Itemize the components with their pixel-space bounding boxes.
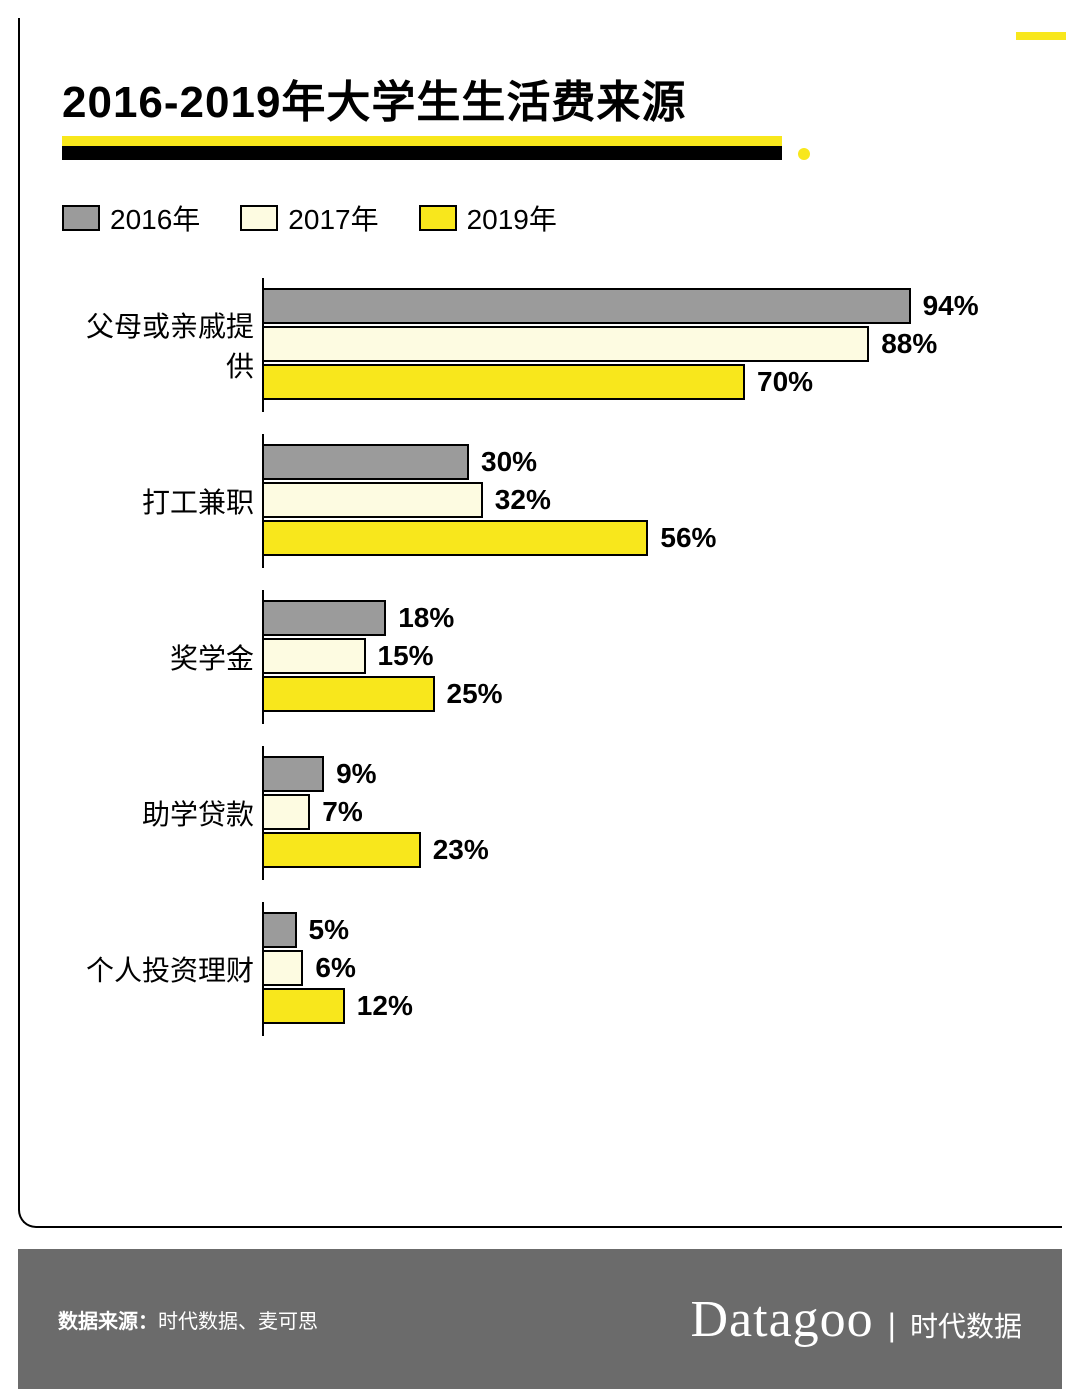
bar [262,676,435,712]
category-label: 奖学金 [62,637,262,677]
bar-row: 70% [262,364,1022,400]
legend-swatch [62,205,100,231]
bars-container: 5% 6%12% [262,912,1022,1026]
underline-black [62,146,782,160]
brand-divider: | [888,1307,896,1344]
legend-item: 2016年 [62,198,200,238]
decorative-dash [1016,32,1066,40]
category-label: 助学贷款 [62,793,262,833]
category-label: 父母或亲戚提供 [62,305,262,385]
legend-label: 2017年 [288,198,378,238]
source-value: 时代数据、麦可思 [158,1311,318,1333]
bar-row: 23% [262,832,1022,868]
chart-title: 2016-2019年大学生生活费来源 [62,66,686,130]
bars-container: 94% 88% 70% [262,288,1022,402]
bar [262,364,745,400]
axis-line [262,746,264,880]
value-label: 18% [398,602,454,634]
bar-row: 32% [262,482,1022,518]
value-label: 25% [447,678,503,710]
legend-label: 2019年 [467,198,557,238]
legend-item: 2019年 [419,198,557,238]
axis-line [262,590,264,724]
brand-en: Datagoo [691,1290,874,1349]
value-label: 94% [923,290,979,322]
bar-row: 88% [262,326,1022,362]
legend-item: 2017年 [240,198,378,238]
bar [262,912,297,948]
bar-row: 56% [262,520,1022,556]
brand: Datagoo | 时代数据 [691,1290,1023,1349]
value-label: 12% [357,990,413,1022]
bar-row: 7% [262,794,1022,830]
bars-container: 9% 7% 23% [262,756,1022,870]
value-label: 32% [495,484,551,516]
underline-dot [798,148,810,160]
bars-container: 18% 15% 25% [262,600,1022,714]
value-label: 6% [315,952,355,984]
legend: 2016年 2017年 2019年 [62,198,557,238]
bar-group: 奖学金 18% 15% 25% [62,600,1022,714]
footer: 数据来源：时代数据、麦可思 Datagoo | 时代数据 [18,1249,1062,1389]
bar [262,288,911,324]
bar-group: 打工兼职 30% 32% 56% [62,444,1022,558]
axis-line [262,278,264,412]
axis-line [262,434,264,568]
bar-row: 6% [262,950,1022,986]
bar [262,444,469,480]
category-label: 个人投资理财 [62,949,262,989]
category-label: 打工兼职 [62,481,262,521]
legend-swatch [240,205,278,231]
legend-swatch [419,205,457,231]
chart-card: 2016-2019年大学生生活费来源 2016年 2017年 2019年 父母或亲戚… [18,18,1062,1228]
bar [262,950,303,986]
axis-line [262,902,264,1036]
value-label: 30% [481,446,537,478]
bar [262,520,648,556]
value-label: 56% [660,522,716,554]
bar [262,638,366,674]
bar-row: 15% [262,638,1022,674]
bars-container: 30% 32% 56% [262,444,1022,558]
value-label: 7% [322,796,362,828]
bar-group: 个人投资理财 5% 6%12% [62,912,1022,1026]
bar [262,988,345,1024]
value-label: 5% [309,914,349,946]
bar [262,600,386,636]
brand-cn: 时代数据 [910,1305,1022,1345]
bar-group: 父母或亲戚提供 94% 88% 70% [62,288,1022,402]
bar-row: 9% [262,756,1022,792]
bar-group: 助学贷款 9% 7% 23% [62,756,1022,870]
value-label: 9% [336,758,376,790]
value-label: 88% [881,328,937,360]
bar-row: 30% [262,444,1022,480]
bar-row: 12% [262,988,1022,1024]
source-label: 数据来源： [58,1311,158,1333]
value-label: 15% [378,640,434,672]
bar [262,482,483,518]
bar-chart: 父母或亲戚提供 94% 88% 70% 打工兼职 30% 32% 56% 奖学金 18% 15% 25… [62,288,1022,1068]
bar-row: 5% [262,912,1022,948]
bar [262,756,324,792]
data-source: 数据来源：时代数据、麦可思 [58,1305,318,1334]
bar-row: 25% [262,676,1022,712]
bar [262,832,421,868]
bar [262,794,310,830]
value-label: 23% [433,834,489,866]
value-label: 70% [757,366,813,398]
legend-label: 2016年 [110,198,200,238]
title-underline [62,136,782,160]
bar-row: 94% [262,288,1022,324]
bar-row: 18% [262,600,1022,636]
bar [262,326,869,362]
